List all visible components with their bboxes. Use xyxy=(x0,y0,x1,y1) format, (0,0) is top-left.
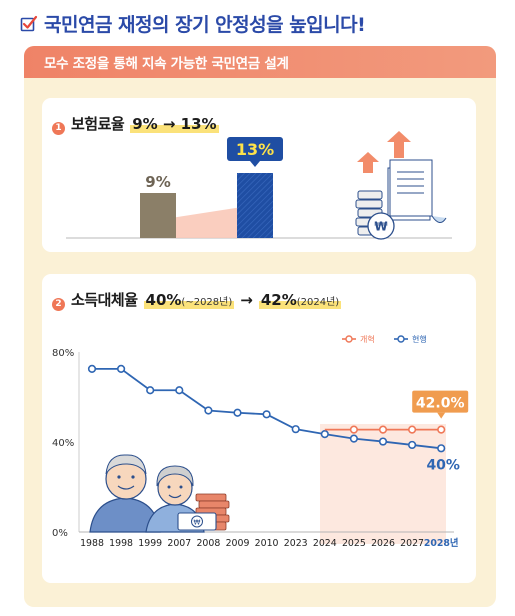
legend-item-현행: 현행 xyxy=(394,334,427,344)
replacement-rate-chart: 0% 40% 80% 1988 1998 1999 2007 2008 2009 2010 2023… xyxy=(52,334,469,549)
svg-text:₩: ₩ xyxy=(374,220,388,234)
section2-highlight-new: 42%(2024년) xyxy=(258,291,342,309)
x-tick-label: 2024 xyxy=(313,538,337,549)
reform-point xyxy=(378,425,388,434)
current-point xyxy=(175,386,184,395)
current-point xyxy=(291,425,300,434)
current-point xyxy=(87,364,97,373)
reform-point xyxy=(408,425,417,434)
reform-end-label: 42.0% xyxy=(412,390,469,419)
increase-ribbon xyxy=(158,205,255,238)
legend-item-개혁: 개혁 xyxy=(342,334,375,344)
svg-text:₩: ₩ xyxy=(194,519,201,527)
current-point xyxy=(262,410,271,419)
current-point xyxy=(437,444,446,453)
reform-point xyxy=(437,425,446,434)
reform-point xyxy=(349,425,359,434)
svg-text:13%: 13% xyxy=(236,140,274,159)
section1-number: 1 xyxy=(52,121,65,135)
section1-highlight: 9% → 13% xyxy=(130,115,219,133)
panel-header: 모수 조정을 통해 지속 가능한 국민연금 설계 xyxy=(24,46,496,78)
panel-title: 모수 조정을 통해 지속 가능한 국민연금 설계 xyxy=(44,56,289,72)
elderly-couple-icon xyxy=(89,454,205,533)
svg-text:42.0%: 42.0% xyxy=(416,396,465,412)
pension-document-icon: ₩ xyxy=(355,131,447,240)
headline: 국민연금 재정의 장기 안정성을 높입니다! xyxy=(20,10,366,37)
x-tick-label: 2023 xyxy=(284,538,308,549)
x-tick-label: 1998 xyxy=(109,538,133,549)
premium-rate-chart: 9% 13% ₩ xyxy=(66,131,452,240)
current-point xyxy=(349,434,359,443)
current-point xyxy=(408,440,417,450)
headline-text: 국민연금 재정의 장기 안정성을 높입니다! xyxy=(44,14,366,36)
content-panel: 모수 조정을 통해 지속 가능한 국민연금 설계 1 보험료율 9% → 13%… xyxy=(24,46,496,607)
x-tick-label: 2028년 xyxy=(424,537,459,549)
svg-text:현행: 현행 xyxy=(412,334,427,344)
y-tick-label: 0% xyxy=(52,528,68,539)
current-point xyxy=(320,430,329,439)
section1-title: 1 보험료율 9% → 13% xyxy=(52,113,219,135)
bar-value-label-1: 13% xyxy=(227,137,283,167)
x-tick-label: 2026 xyxy=(371,538,395,549)
y-tick-label: 40% xyxy=(52,438,74,449)
svg-text:개혁: 개혁 xyxy=(360,334,375,344)
x-tick-label: 2009 xyxy=(226,538,250,549)
x-tick-label: 1988 xyxy=(80,538,104,549)
premium-rate-card: 1 보험료율 9% → 13% 9% 13% xyxy=(42,98,476,252)
section2-highlight-old: 40%(~2028년) xyxy=(143,291,235,309)
current-point xyxy=(146,386,155,395)
current-end-label: 40% xyxy=(426,457,460,473)
section2-title: 2 소득대체율 40%(~2028년) → 42%(2024년) xyxy=(52,289,342,311)
current-point xyxy=(204,406,213,415)
section2-label: 소득대체율 xyxy=(71,291,138,309)
section2-arrow: → xyxy=(240,291,253,309)
current-point xyxy=(233,408,242,417)
y-tick-label: 80% xyxy=(52,348,74,359)
current-point xyxy=(378,437,388,446)
replacement-rate-card: 2 소득대체율 40%(~2028년) → 42%(2024년) 0% 40% 80… xyxy=(42,274,476,583)
x-tick-label: 2027 xyxy=(400,538,424,549)
x-tick-label: 2007 xyxy=(167,538,191,549)
x-tick-label: 2008 xyxy=(196,538,220,549)
checkbox-icon xyxy=(20,15,38,31)
bar-0 xyxy=(140,193,176,238)
bar-value-label-0: 9% xyxy=(145,173,170,191)
x-tick-label: 2010 xyxy=(255,538,279,549)
x-tick-label: 1999 xyxy=(138,538,162,549)
section2-number: 2 xyxy=(52,297,65,311)
x-tick-label: 2025 xyxy=(342,538,366,549)
bar-1 xyxy=(237,173,273,238)
money-stack-icon: ₩ xyxy=(177,493,230,531)
section1-label: 보험료율 xyxy=(71,115,125,133)
current-point xyxy=(116,364,126,373)
